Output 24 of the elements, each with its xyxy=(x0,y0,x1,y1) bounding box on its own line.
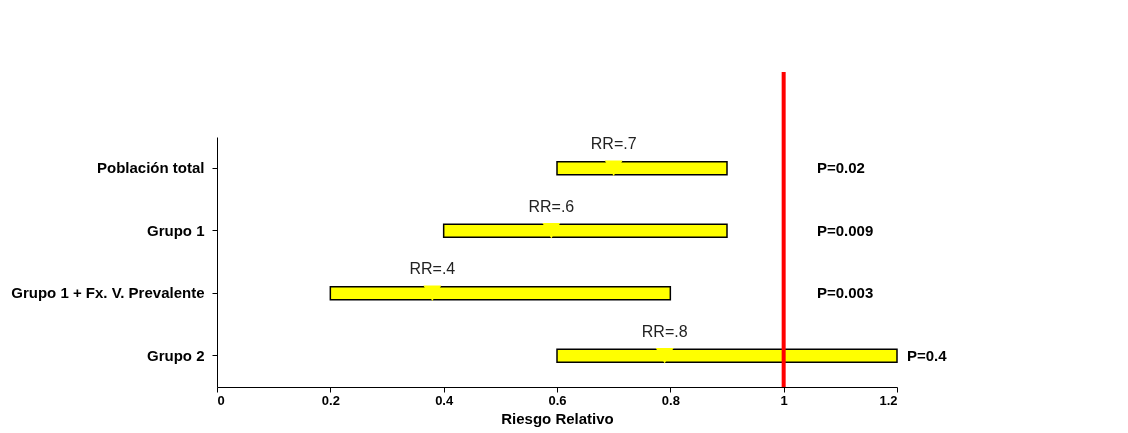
y-tick-label: Grupo 2 xyxy=(146,346,205,364)
annotation: P=0.02 xyxy=(817,159,865,177)
x-tick-label: 0.8 xyxy=(661,392,680,408)
x-tick-label: 0 xyxy=(217,392,225,408)
annotation: RR=.6 xyxy=(528,197,575,215)
x-tick-label: 1.2 xyxy=(879,392,898,408)
point xyxy=(423,285,442,301)
text: P=0.4 xyxy=(907,346,948,364)
x-axis-title: Riesgo Relativo xyxy=(501,409,614,427)
point xyxy=(604,160,623,176)
annotation: RR=.7 xyxy=(590,135,637,153)
annotation: RR=.4 xyxy=(409,260,456,278)
point xyxy=(655,348,674,364)
annotation: P=0.003 xyxy=(817,284,874,302)
x-tick-label: 0.4 xyxy=(435,392,454,408)
y-tick-label: Grupo 1 xyxy=(146,221,205,239)
y-tick-label: Grupo 1 + Fx. V. Prevalente xyxy=(11,284,205,302)
x-tick-label: 0.6 xyxy=(548,392,567,408)
annotation: P=0.009 xyxy=(817,221,874,239)
annotation: RR=.8 xyxy=(641,322,688,340)
y-tick-label: Población total xyxy=(96,159,205,177)
x-tick-label: 1 xyxy=(780,392,788,408)
point xyxy=(542,223,561,239)
x-tick-label: 0.2 xyxy=(321,392,340,408)
